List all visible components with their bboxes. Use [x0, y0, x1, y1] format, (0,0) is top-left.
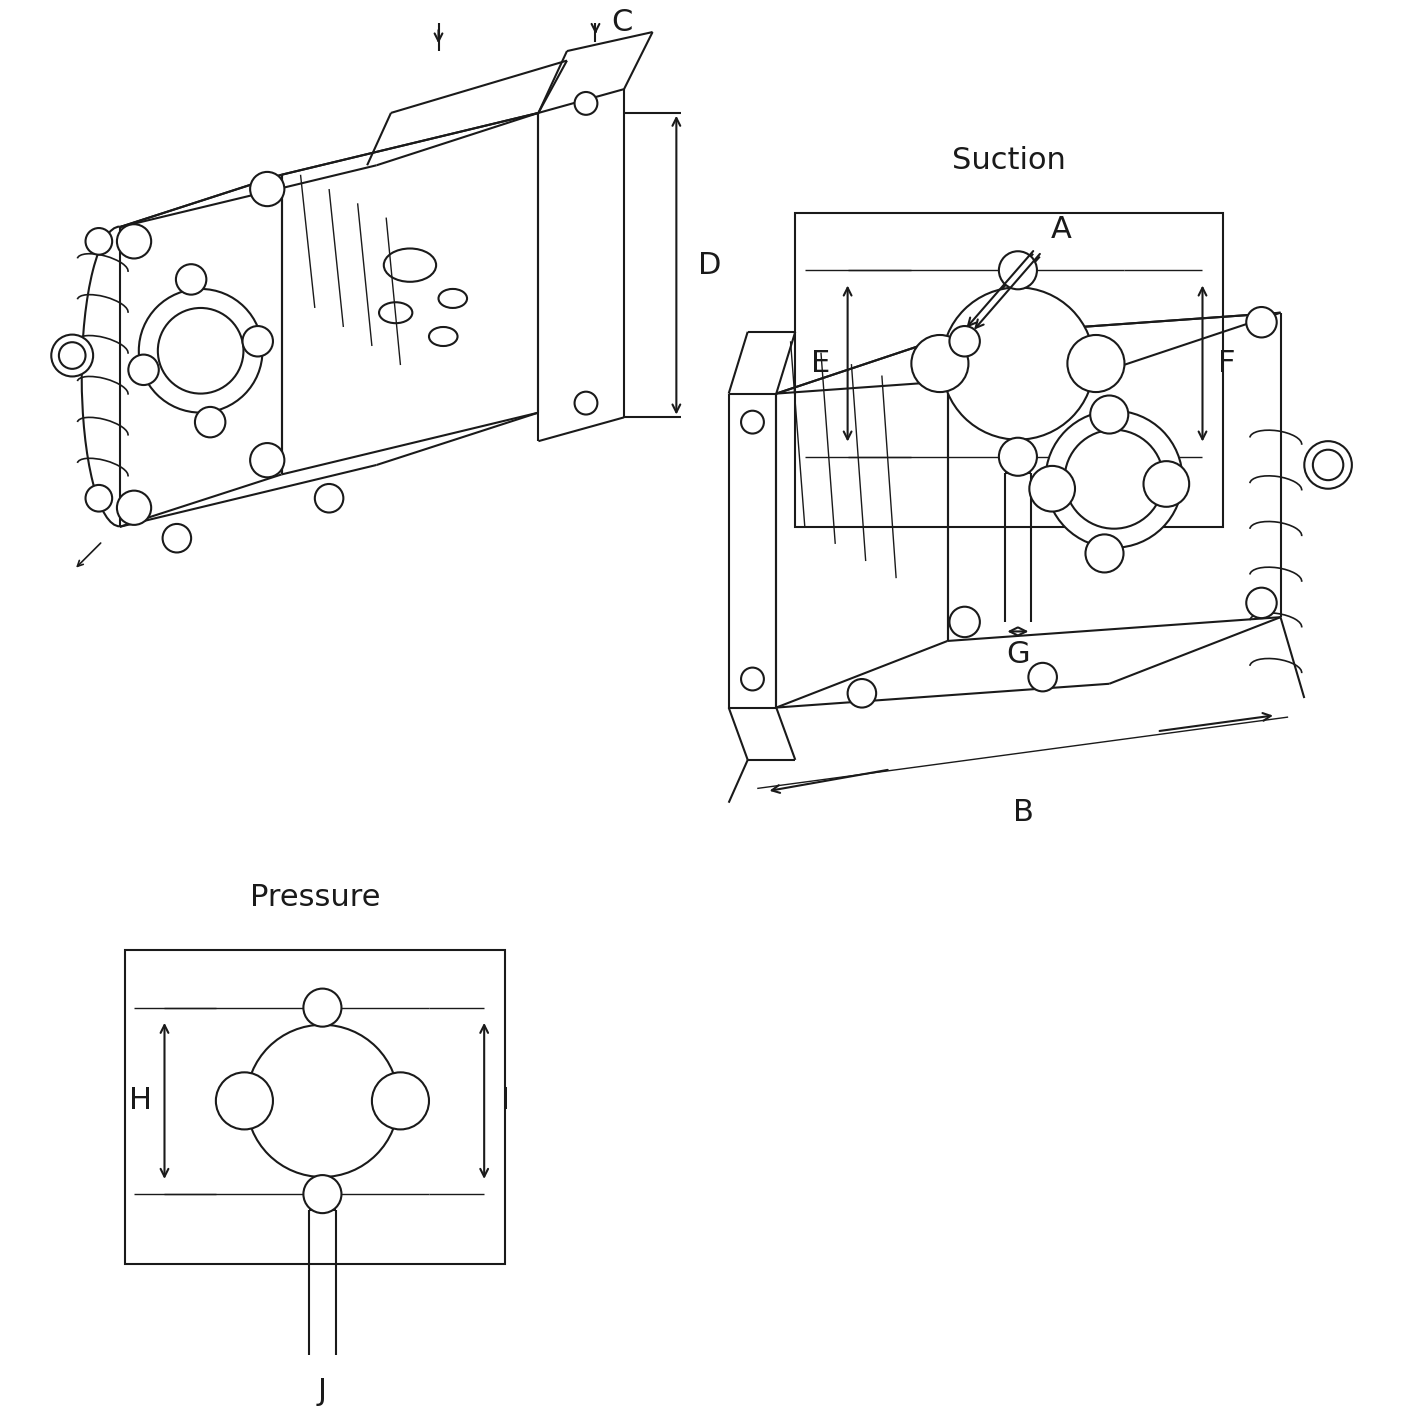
Ellipse shape	[439, 288, 467, 308]
Circle shape	[246, 1025, 398, 1177]
Circle shape	[911, 335, 969, 392]
Circle shape	[157, 308, 243, 394]
Circle shape	[250, 172, 284, 207]
Circle shape	[949, 326, 980, 357]
Text: J: J	[318, 1376, 328, 1406]
Circle shape	[128, 354, 159, 385]
Ellipse shape	[384, 249, 436, 281]
Text: G: G	[1007, 640, 1029, 669]
Circle shape	[304, 988, 342, 1026]
Circle shape	[1305, 441, 1353, 489]
Ellipse shape	[380, 302, 412, 323]
Circle shape	[942, 287, 1094, 440]
Circle shape	[86, 485, 112, 512]
Text: B: B	[1014, 797, 1033, 827]
Text: H: H	[129, 1087, 152, 1115]
Text: F: F	[1219, 349, 1236, 378]
Circle shape	[575, 91, 598, 115]
Circle shape	[195, 406, 225, 437]
Circle shape	[949, 607, 980, 637]
Circle shape	[1085, 534, 1123, 572]
Circle shape	[373, 1073, 429, 1129]
Ellipse shape	[429, 328, 457, 346]
Circle shape	[51, 335, 93, 377]
Circle shape	[250, 443, 284, 477]
Text: Pressure: Pressure	[250, 883, 380, 912]
Circle shape	[1246, 307, 1277, 337]
Circle shape	[848, 679, 876, 707]
Circle shape	[1064, 430, 1164, 529]
Circle shape	[176, 264, 207, 295]
Text: A: A	[1052, 215, 1073, 245]
Circle shape	[86, 228, 112, 254]
Circle shape	[315, 484, 343, 513]
Circle shape	[117, 224, 152, 259]
Circle shape	[998, 252, 1038, 290]
Circle shape	[139, 288, 263, 412]
Circle shape	[998, 437, 1038, 475]
Circle shape	[304, 1175, 342, 1213]
Circle shape	[1246, 588, 1277, 619]
Circle shape	[117, 491, 152, 524]
Circle shape	[1029, 465, 1076, 512]
Bar	[796, 212, 1223, 527]
Text: D: D	[699, 250, 721, 280]
Text: I: I	[501, 1087, 509, 1115]
Circle shape	[1143, 461, 1189, 506]
Circle shape	[217, 1073, 273, 1129]
Circle shape	[741, 411, 763, 433]
Circle shape	[1313, 450, 1343, 481]
Circle shape	[242, 326, 273, 357]
Circle shape	[59, 342, 86, 368]
Circle shape	[1090, 395, 1128, 433]
Circle shape	[1028, 662, 1057, 692]
Circle shape	[575, 392, 598, 415]
Text: C: C	[612, 8, 633, 37]
Circle shape	[741, 668, 763, 690]
Circle shape	[1067, 335, 1125, 392]
Circle shape	[1046, 411, 1182, 548]
Bar	[125, 950, 505, 1264]
Text: Suction: Suction	[952, 146, 1066, 174]
Circle shape	[163, 524, 191, 553]
Text: E: E	[811, 349, 831, 378]
